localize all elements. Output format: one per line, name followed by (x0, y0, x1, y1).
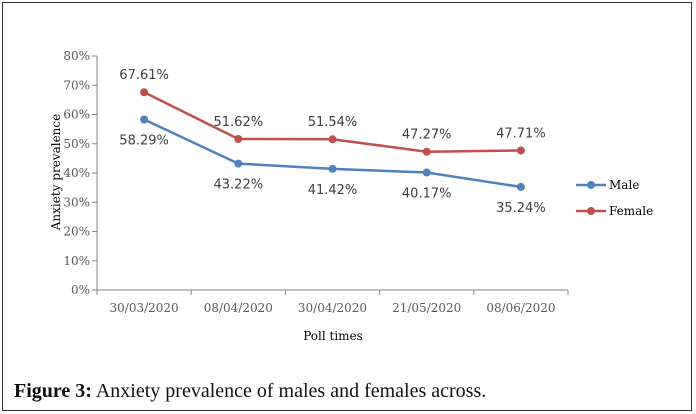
figure-frame (2, 2, 692, 411)
y-tick-label: 70% (63, 78, 90, 92)
chart-series (140, 88, 525, 191)
x-tick-label: 30/03/2020 (110, 301, 179, 315)
caption-text: Anxiety prevalence of males and females … (91, 380, 487, 402)
female-data-label: 51.62% (214, 115, 264, 130)
y-tick-label: 30% (63, 195, 90, 209)
figure-caption: Figure 3: Anxiety prevalence of males an… (14, 380, 674, 403)
male-data-point (516, 182, 525, 191)
y-tick-label: 50% (63, 137, 90, 151)
y-tick-label: 80% (63, 49, 90, 63)
female-legend-marker (587, 207, 595, 215)
female-legend-label: Female (609, 204, 653, 218)
x-tick-label: 08/06/2020 (486, 301, 555, 315)
y-tick-label: 40% (63, 166, 90, 180)
male-data-label: 41.42% (308, 183, 358, 198)
x-tick-label: 21/05/2020 (392, 301, 461, 315)
male-data-point (140, 115, 149, 124)
x-tick-label: 30/04/2020 (298, 301, 367, 315)
female-data-point (234, 135, 243, 144)
y-tick-label: 0% (71, 283, 90, 297)
x-tick-label: 08/04/2020 (204, 301, 273, 315)
female-data-label: 67.61% (119, 68, 169, 83)
male-data-label: 35.24% (496, 201, 546, 216)
chart-legend: Male Female (576, 178, 653, 218)
male-data-point (422, 168, 431, 177)
line-chart: 0% 10% 20% 30% 40% 50% 60% 70% 80% 30/03/2020 08/… (49, 49, 653, 343)
female-data-point (140, 88, 149, 97)
x-axis-title: Poll times (303, 329, 363, 343)
y-axis-title: Anxiety prevalence (49, 114, 63, 231)
female-data-point (422, 147, 431, 156)
male-legend-label: Male (609, 178, 639, 192)
female-data-point (328, 135, 337, 144)
male-data-point (234, 159, 243, 168)
male-data-label: 40.17% (402, 187, 452, 202)
chart-axes (92, 55, 569, 295)
x-tick-labels: 30/03/2020 08/04/2020 30/04/2020 21/05/2020… (110, 301, 556, 315)
data-labels: 58.29% 43.22% 41.42% 40.17% 35.24% 67.61% 51.6… (119, 68, 545, 216)
female-data-point (516, 146, 525, 155)
female-data-label: 47.27% (402, 128, 452, 143)
male-legend-marker (587, 181, 595, 189)
male-data-label: 58.29% (119, 134, 169, 149)
male-data-point (328, 164, 337, 173)
male-data-label: 43.22% (214, 178, 264, 193)
y-tick-label: 20% (63, 225, 90, 239)
female-data-label: 51.54% (308, 115, 358, 130)
female-data-label: 47.71% (496, 126, 546, 141)
caption-label: Figure 3: (14, 380, 92, 402)
y-tick-label: 60% (63, 108, 90, 122)
y-tick-label: 10% (63, 254, 90, 268)
y-tick-labels: 0% 10% 20% 30% 40% 50% 60% 70% 80% (63, 49, 90, 297)
